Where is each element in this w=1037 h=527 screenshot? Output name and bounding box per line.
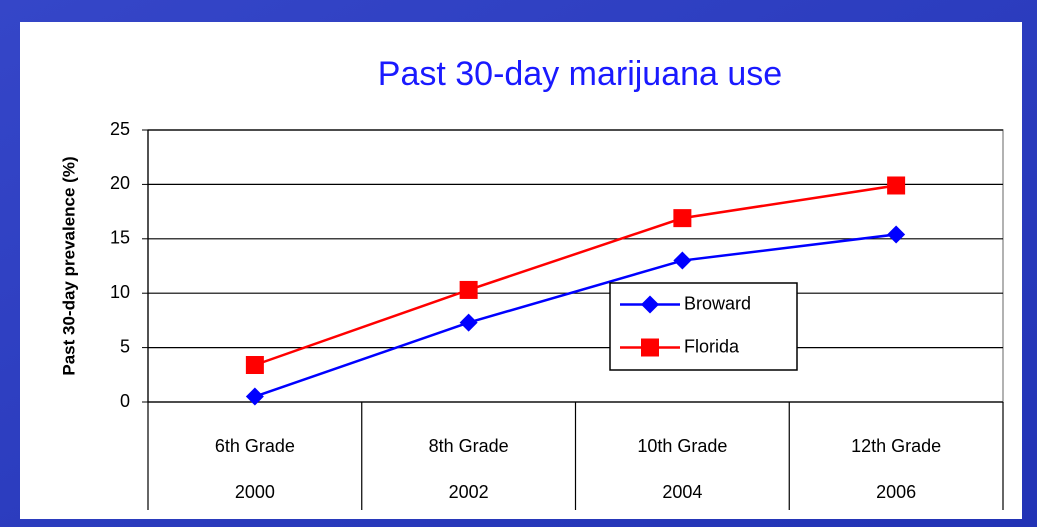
x-tick-label: 10th Grade: [637, 436, 727, 456]
legend-label: Florida: [684, 336, 740, 356]
legend-marker: [641, 295, 659, 314]
chart-panel: [20, 22, 1022, 519]
x-group-label: 2006: [876, 482, 916, 502]
series-line: [254, 184, 897, 367]
marker: [673, 251, 692, 270]
x-group-label: 2004: [662, 482, 702, 502]
marker: [673, 209, 692, 228]
marker: [245, 387, 264, 406]
y-tick-label: 10: [110, 282, 130, 302]
marker: [887, 176, 906, 195]
y-axis-label: Past 30-day prevalence (%): [59, 156, 78, 375]
x-tick-label: 6th Grade: [215, 436, 295, 456]
y-tick-label: 5: [120, 336, 130, 356]
legend-label: Broward: [684, 293, 751, 313]
marker: [459, 280, 478, 299]
y-tick-label: 15: [110, 228, 130, 248]
y-tick-label: 0: [120, 391, 130, 411]
x-tick-label: 12th Grade: [851, 436, 941, 456]
x-tick-label: 8th Grade: [429, 436, 509, 456]
y-tick-label: 20: [110, 173, 130, 193]
y-tick-label: 25: [110, 119, 130, 139]
x-group-label: 2000: [235, 482, 275, 502]
legend-marker: [641, 338, 659, 357]
chart-title: Past 30-day marijuana use: [378, 55, 782, 93]
series-line: [254, 233, 897, 398]
x-group-label: 2002: [449, 482, 489, 502]
marker: [245, 356, 264, 375]
marker: [887, 225, 906, 244]
marker: [459, 313, 478, 332]
